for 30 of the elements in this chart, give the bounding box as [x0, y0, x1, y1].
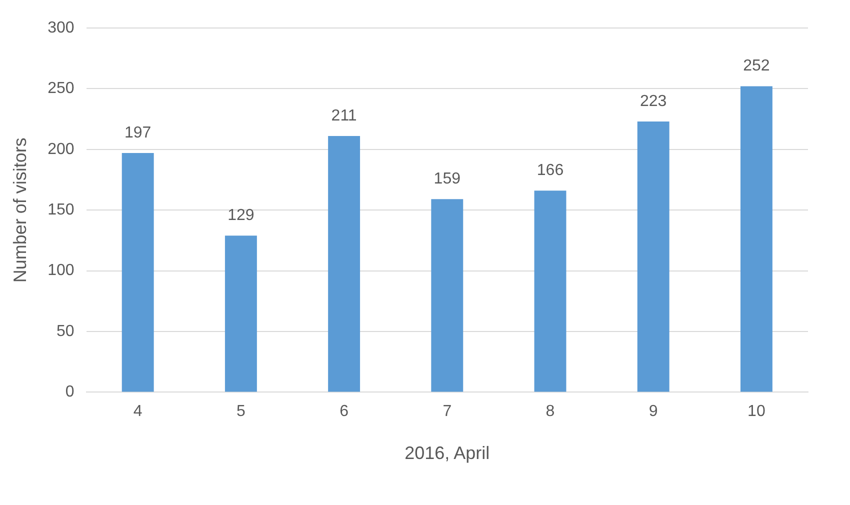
data-label: 159 [434, 170, 461, 188]
y-axis-title: Number of visitors [10, 138, 30, 283]
data-label: 211 [331, 107, 357, 124]
data-label: 223 [640, 92, 667, 110]
y-tick-label: 0 [65, 384, 74, 401]
y-tick-label: 50 [56, 322, 74, 340]
y-tick-label: 250 [48, 80, 74, 98]
y-tick-label: 300 [48, 19, 74, 36]
x-axis-title: 2016, April [404, 443, 490, 464]
bar [122, 153, 154, 392]
x-tick-label: 7 [442, 403, 452, 420]
x-tick-label: 5 [236, 403, 246, 420]
data-label: 129 [228, 207, 254, 224]
bar [740, 86, 772, 392]
bar [224, 236, 257, 392]
x-tick-label: 10 [748, 403, 766, 420]
bar [637, 121, 670, 392]
y-tick-label: 100 [48, 262, 74, 280]
x-tick-label: 8 [546, 403, 555, 420]
bar [328, 136, 360, 392]
data-label: 252 [743, 58, 770, 75]
bar [431, 199, 464, 392]
x-tick-label: 9 [648, 403, 658, 420]
y-tick-label: 150 [48, 202, 74, 219]
x-tick-label: 4 [133, 403, 142, 420]
y-tick-label: 200 [48, 140, 74, 158]
x-tick-label: 6 [340, 403, 349, 420]
data-label: 197 [124, 124, 152, 142]
bar [534, 190, 566, 392]
data-label: 166 [536, 162, 564, 180]
